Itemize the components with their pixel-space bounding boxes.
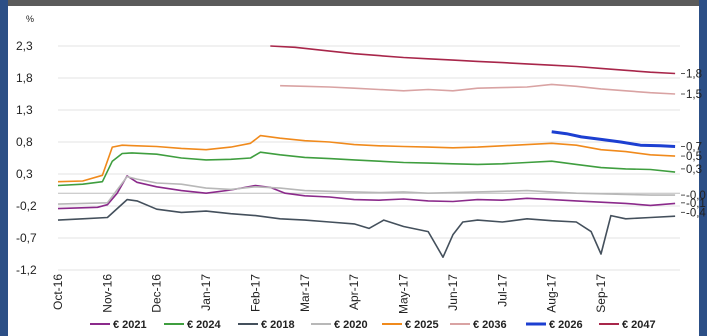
x-tick-label: Oct-16 — [51, 274, 65, 310]
legend-item-label: € 2036 — [473, 319, 507, 331]
series-line-2026 — [551, 130, 676, 148]
x-tick-label: Mar-17 — [298, 274, 312, 312]
y-tick-label: 0,8 — [16, 135, 33, 149]
x-tick-label: Aug-17 — [545, 274, 559, 313]
end-value-labels: 1,8 1,5 0,70,50,3 -0,0-0,1-0,4 — [681, 69, 706, 219]
x-tick-label: Jun-17 — [446, 274, 460, 311]
series-line-2024 — [57, 151, 676, 187]
legend-item-label: € 2025 — [405, 319, 439, 331]
x-tick-label: Feb-17 — [248, 274, 262, 312]
x-tick-label: Nov-16 — [100, 274, 114, 313]
legend-item-label: € 2024 — [187, 319, 222, 331]
x-tick-label: May-17 — [397, 274, 411, 314]
x-tick-label: Jul-17 — [495, 274, 509, 307]
legend-item-label: € 2020 — [334, 319, 368, 331]
series-lines — [57, 45, 676, 259]
end-value-label: 0,3 — [686, 164, 702, 176]
end-value-label: 1,8 — [686, 69, 702, 81]
y-tick-label: 2,3 — [16, 39, 33, 53]
y-tick-label: -0,2 — [16, 199, 37, 213]
legend-item-label: € 2047 — [622, 319, 656, 331]
series-line-2020 — [57, 175, 676, 205]
x-tick-label: Apr-17 — [347, 274, 361, 310]
legend-item-label: € 2026 — [549, 319, 583, 331]
end-value-label: 1,5 — [686, 89, 702, 101]
end-value-label: 0,7 — [686, 141, 702, 153]
x-tick-labels: Oct-16 Nov-16 Dec-16 Jan-17 Feb-17 Mar-17 Apr-… — [51, 274, 608, 314]
y-unit-label: % — [26, 14, 34, 24]
x-tick-label: Dec-16 — [150, 274, 164, 313]
y-tick-label: 0,3 — [16, 167, 33, 181]
left-border — [0, 0, 8, 336]
legend-item-label: € 2021 — [113, 319, 147, 331]
x-tick-label: Jan-17 — [199, 274, 213, 311]
grid-lines — [58, 45, 680, 271]
right-border — [699, 0, 707, 336]
series-line-2025 — [57, 134, 676, 183]
series-line-2047 — [270, 45, 676, 75]
y-tick-label: 1,3 — [16, 103, 33, 117]
legend: € 2021 € 2024 € 2018 € 2020 € 2025 € 2036 € 20… — [90, 319, 656, 331]
y-tick-labels: 2,3 1,8 1,3 0,8 0,3 -0,2 -0,7 -1,2 — [16, 39, 37, 277]
series-line-2036 — [280, 83, 676, 95]
end-value-label: -0,4 — [686, 207, 706, 219]
end-value-label: -0,1 — [686, 198, 706, 210]
y-tick-label: -0,7 — [16, 231, 37, 245]
y-tick-label: 1,8 — [16, 71, 33, 85]
legend-item-label: € 2018 — [261, 319, 295, 331]
x-tick-label: Sep-17 — [594, 274, 608, 313]
end-value-label: -0,0 — [686, 190, 706, 202]
y-tick-label: -1,2 — [16, 263, 37, 277]
series-line-2018 — [57, 198, 676, 259]
top-border — [0, 0, 707, 6]
end-value-label: 0,5 — [686, 151, 702, 163]
